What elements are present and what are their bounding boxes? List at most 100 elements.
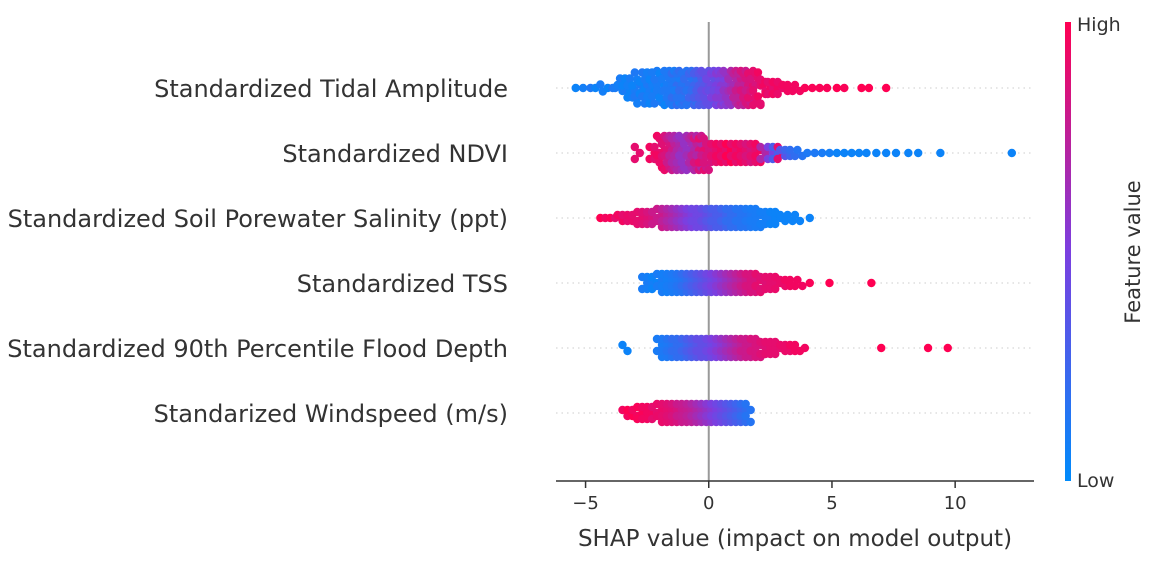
shap-point [783,80,792,90]
shap-point [741,399,750,409]
shap-point [936,148,945,158]
shap-point [771,349,780,359]
shap-point [822,83,832,93]
shap-point [679,139,689,149]
shap-point [817,148,827,158]
shap-point [783,210,792,220]
shap-point [628,81,637,90]
shap-point [857,83,866,93]
shap-point [748,86,758,95]
shap-point [743,93,753,102]
shap-point [596,80,605,89]
shap-point [790,340,800,350]
shap-point [618,340,627,350]
x-axis-ticks: −5 0 5 10 [572,481,967,514]
shap-point [571,83,580,93]
shap-point [650,99,659,108]
shap-point [904,148,913,158]
shap-point [630,68,640,77]
shap-point [699,158,708,167]
feature-label: Standarized Windspeed (m/s) [154,400,508,428]
shap-point [704,165,713,175]
shap-point [800,343,810,353]
shap-point [630,154,640,164]
shap-point [790,80,800,90]
feature-label: Standardized Soil Porewater Salinity (pp… [8,205,508,233]
shap-point [862,148,871,158]
feature-label: Standardized 90th Percentile Flood Depth [7,335,508,363]
shap-point [793,145,802,155]
shap-point [840,148,849,158]
colorbar-title: Feature value [1121,180,1145,323]
shap-point [771,219,780,229]
shap-point [798,281,807,291]
shap-point [699,93,708,102]
x-tick-label: 10 [944,493,967,514]
shap-point [630,142,640,152]
shap-point [650,142,659,152]
shap-point [847,148,856,158]
row-gridlines [556,87,1034,414]
colorbar [1065,22,1071,481]
shap-point [753,68,763,77]
beeswarm-points [571,66,1017,427]
shap-point [623,346,632,356]
shap-point [805,213,814,223]
shap-point [753,92,763,101]
shap-point [756,142,765,152]
shap-point [785,145,795,155]
shap-point [913,148,923,158]
feature-label: Standardized Tidal Amplitude [154,75,508,103]
shap-point [795,216,805,226]
shap-point [635,148,645,158]
shap-point [647,92,657,101]
shap-point [881,148,891,158]
shap-point [657,74,667,84]
x-tick-label: 0 [703,493,714,514]
shap-point [840,83,849,93]
colorbar-low-label: Low [1077,470,1114,492]
shap-point [808,83,817,93]
shap-point [773,154,782,164]
shap-point [655,93,664,102]
shap-point [756,154,765,164]
shap-point [923,343,933,353]
colorbar-high-label: High [1077,14,1121,36]
shap-point [773,89,782,99]
shap-point [724,74,733,84]
shap-point [881,83,891,93]
shap-point [877,343,886,353]
feature-labels: Standardized Tidal Amplitude Standardized… [7,75,508,428]
shap-point [825,278,834,288]
shap-point [793,275,802,285]
shap-point [815,83,824,93]
shap-point [790,210,800,220]
shap-point [1007,148,1017,158]
x-tick-label: −5 [572,493,599,514]
feature-label: Standardized TSS [297,270,508,298]
shap-point [702,74,711,84]
shap-point [633,99,642,108]
shap-point [677,158,686,167]
shap-point [805,278,814,288]
shap-point [832,148,842,158]
shap-point [800,83,810,93]
shap-point [775,210,785,220]
shap-point [679,74,689,84]
shap-point [650,75,659,84]
shap-point [867,278,876,288]
shap-point [578,83,588,93]
shap-point [825,148,834,158]
x-tick-label: 5 [826,493,837,514]
shap-point [746,405,755,415]
shap-point [655,158,664,167]
shap-point [756,99,765,108]
shap-point [677,93,686,102]
shap-point [803,148,812,158]
shap-point [746,417,755,427]
shap-point [854,148,864,158]
shap-point [872,148,881,158]
feature-label: Standardized NDVI [282,140,508,168]
shap-point [657,139,667,149]
